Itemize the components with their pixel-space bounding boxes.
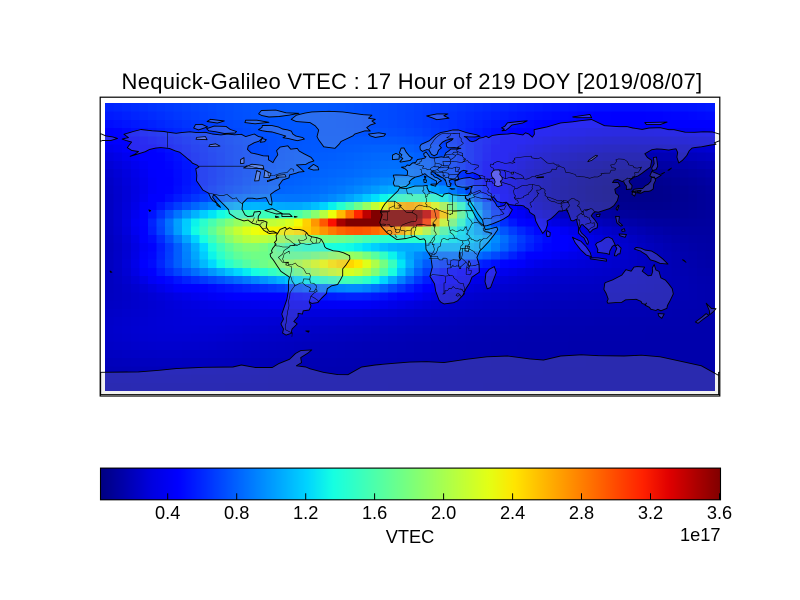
svg-text:Nequick-Galileo VTEC : 17 Hour: Nequick-Galileo VTEC : 17 Hour of 219 DO… [122,69,703,94]
svg-text:2.4: 2.4 [500,503,525,523]
svg-text:1e17: 1e17 [680,525,720,545]
svg-text:2.8: 2.8 [569,503,594,523]
svg-text:3.6: 3.6 [707,503,732,523]
svg-text:0.8: 0.8 [224,503,249,523]
svg-text:2.0: 2.0 [431,503,456,523]
svg-text:VTEC: VTEC [386,527,435,547]
svg-text:1.2: 1.2 [293,503,318,523]
svg-text:0.4: 0.4 [155,503,180,523]
svg-text:1.6: 1.6 [362,503,387,523]
svg-text:3.2: 3.2 [638,503,663,523]
